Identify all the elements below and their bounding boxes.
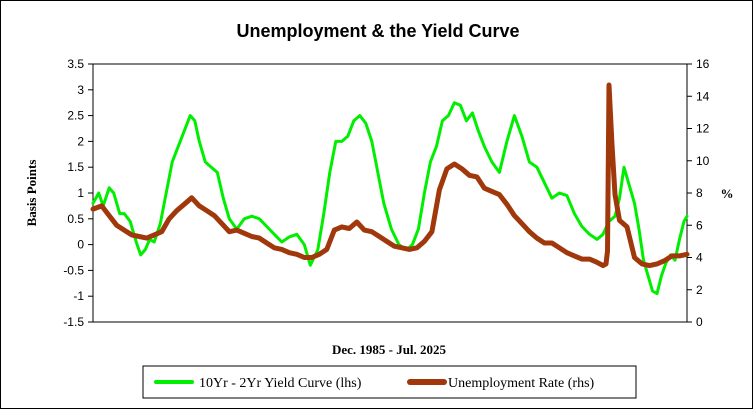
left-tick-label: 2 [77,134,84,148]
right-tick-label: 14 [696,89,710,103]
x-axis-label: Dec. 1985 - Jul. 2025 [332,342,447,357]
right-tick-label: 8 [696,186,703,200]
left-axis-label: Basis Points [24,160,39,227]
right-tick-label: 12 [696,122,710,136]
left-tick-label: -1 [73,289,84,303]
left-axis-ticks: 3.5 3 2.5 2 1.5 1 0.5 0 -0.5 -1 -1.5 [63,57,93,329]
series-line-yield-curve [91,101,689,296]
left-tick-label: -1.5 [63,315,84,329]
right-tick-label: 6 [696,218,703,232]
right-tick-label: 0 [696,315,703,329]
right-axis-ticks: 16 14 12 10 8 6 4 2 0 [687,57,710,329]
left-tick-label: 1 [77,186,84,200]
right-tick-label: 2 [696,283,703,297]
left-tick-label: 0 [77,238,84,252]
left-tick-label: 2.5 [67,109,84,123]
series-group [90,82,690,296]
left-tick-label: 0.5 [67,212,84,226]
chart-title: Unemployment & the Yield Curve [236,21,519,41]
legend-box [142,365,637,399]
series-line-unemployment [90,82,690,269]
left-tick-label: 3 [77,83,84,97]
left-tick-label: 1.5 [67,160,84,174]
right-tick-label: 16 [696,57,710,71]
right-axis-label: % [721,186,734,201]
legend-label-unemployment: Unemployment Rate (rhs) [448,376,595,391]
left-tick-label: -0.5 [63,263,84,277]
right-tick-label: 10 [696,154,710,168]
right-tick-label: 4 [696,251,703,265]
plot-area-border [92,63,688,323]
left-tick-label: 3.5 [67,57,84,71]
legend-label-yield-curve: 10Yr - 2Yr Yield Curve (lhs) [199,376,362,391]
